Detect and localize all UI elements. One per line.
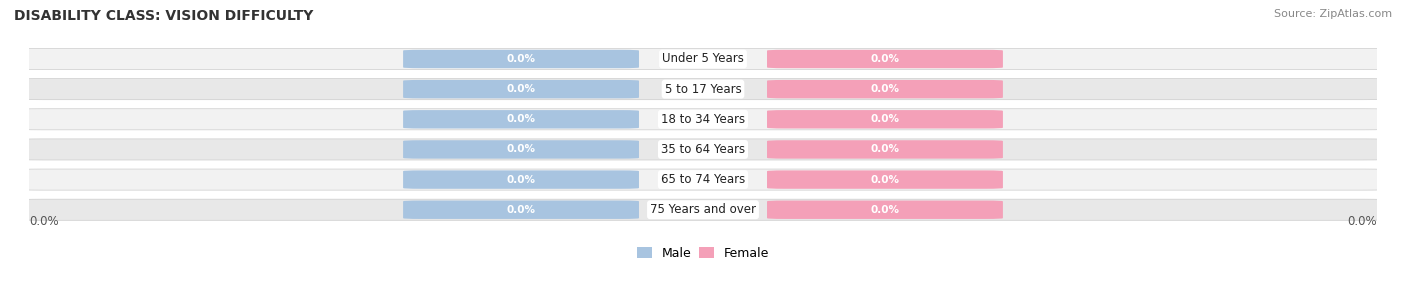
- FancyBboxPatch shape: [15, 109, 1391, 130]
- FancyBboxPatch shape: [768, 50, 1002, 68]
- FancyBboxPatch shape: [404, 201, 638, 219]
- FancyBboxPatch shape: [768, 140, 1002, 159]
- FancyBboxPatch shape: [404, 140, 638, 159]
- Text: 0.0%: 0.0%: [870, 114, 900, 124]
- Text: 0.0%: 0.0%: [506, 174, 536, 185]
- Legend: Male, Female: Male, Female: [631, 242, 775, 265]
- Text: 0.0%: 0.0%: [870, 54, 900, 64]
- FancyBboxPatch shape: [404, 80, 638, 98]
- Text: 0.0%: 0.0%: [506, 205, 536, 215]
- Text: 0.0%: 0.0%: [30, 215, 59, 228]
- Text: 65 to 74 Years: 65 to 74 Years: [661, 173, 745, 186]
- FancyBboxPatch shape: [768, 201, 1002, 219]
- FancyBboxPatch shape: [15, 48, 1391, 70]
- Text: 0.0%: 0.0%: [1347, 215, 1376, 228]
- FancyBboxPatch shape: [768, 170, 1002, 189]
- FancyBboxPatch shape: [15, 79, 1391, 100]
- FancyBboxPatch shape: [15, 169, 1391, 190]
- Text: 0.0%: 0.0%: [870, 205, 900, 215]
- Text: 0.0%: 0.0%: [870, 174, 900, 185]
- Text: 0.0%: 0.0%: [506, 114, 536, 124]
- Text: 35 to 64 Years: 35 to 64 Years: [661, 143, 745, 156]
- Text: 0.0%: 0.0%: [506, 84, 536, 94]
- FancyBboxPatch shape: [768, 110, 1002, 128]
- Text: 75 Years and over: 75 Years and over: [650, 203, 756, 216]
- FancyBboxPatch shape: [768, 80, 1002, 98]
- FancyBboxPatch shape: [404, 110, 638, 128]
- FancyBboxPatch shape: [404, 170, 638, 189]
- FancyBboxPatch shape: [15, 139, 1391, 160]
- Text: DISABILITY CLASS: VISION DIFFICULTY: DISABILITY CLASS: VISION DIFFICULTY: [14, 9, 314, 23]
- Text: 18 to 34 Years: 18 to 34 Years: [661, 113, 745, 126]
- FancyBboxPatch shape: [404, 50, 638, 68]
- Text: 0.0%: 0.0%: [870, 84, 900, 94]
- Text: 0.0%: 0.0%: [506, 145, 536, 154]
- FancyBboxPatch shape: [15, 199, 1391, 220]
- Text: 0.0%: 0.0%: [506, 54, 536, 64]
- Text: Under 5 Years: Under 5 Years: [662, 52, 744, 66]
- Text: 0.0%: 0.0%: [870, 145, 900, 154]
- Text: Source: ZipAtlas.com: Source: ZipAtlas.com: [1274, 9, 1392, 19]
- Text: 5 to 17 Years: 5 to 17 Years: [665, 83, 741, 96]
